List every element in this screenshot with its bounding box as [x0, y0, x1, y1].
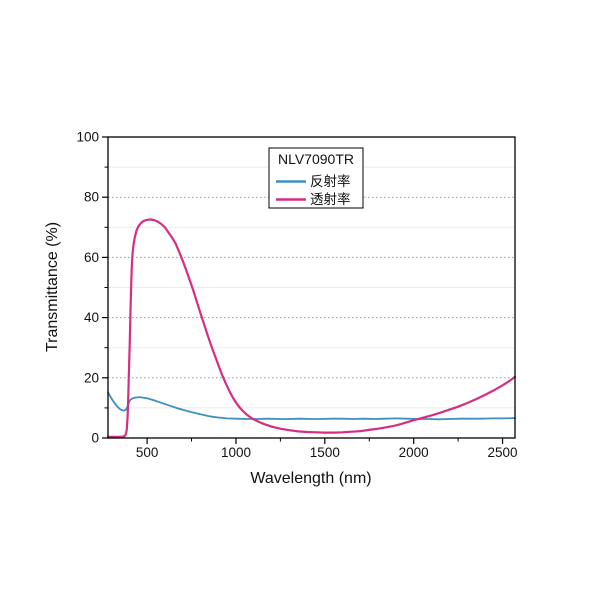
x-tick-label: 1500	[310, 445, 340, 460]
series-line-transmittance	[106, 218, 517, 438]
y-tick-label: 0	[91, 431, 99, 446]
x-tick-label: 2500	[488, 445, 518, 460]
x-tick-label: 500	[136, 445, 159, 460]
series-line-reflectance	[107, 391, 516, 421]
legend: NLV7090TR 反射率 透射率	[268, 147, 364, 209]
legend-label-reflectance: 反射率	[310, 173, 351, 189]
y-axis-ticks	[102, 136, 108, 439]
x-axis-ticks	[146, 438, 504, 444]
y-axis-title: Transmittance (%)	[44, 222, 61, 352]
y-axis-tick-labels: 0 20 40 60 80 100	[76, 130, 99, 446]
y-tick-label: 60	[84, 250, 99, 265]
legend-label-transmittance: 透射率	[310, 191, 351, 207]
y-tick-label: 20	[84, 370, 99, 385]
y-tick-label: 40	[84, 310, 99, 325]
x-axis-tick-labels: 500 1000 1500 2000 2500	[136, 445, 518, 460]
x-tick-label: 1000	[221, 445, 251, 460]
y-tick-label: 80	[84, 190, 99, 205]
legend-title: NLV7090TR	[278, 151, 354, 167]
x-axis-title: Wavelength (nm)	[250, 470, 371, 487]
x-tick-label: 2000	[399, 445, 429, 460]
y-tick-label: 100	[76, 130, 99, 145]
series-lines	[106, 218, 517, 438]
legend-box	[268, 147, 364, 209]
